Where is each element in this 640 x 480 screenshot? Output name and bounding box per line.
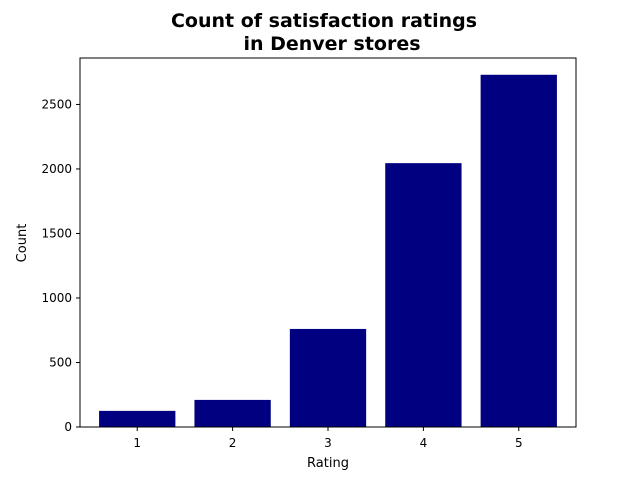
- bar-rating-5: [480, 74, 557, 427]
- y-tick-label: 2000: [41, 162, 72, 176]
- bar-rating-3: [289, 328, 367, 427]
- y-tick-label: 500: [49, 355, 72, 369]
- y-tick-label: 0: [64, 420, 72, 434]
- x-axis-ticks: 1 2 3 4 5: [133, 427, 523, 450]
- x-tick-label: 4: [420, 436, 428, 450]
- y-tick-label: 1500: [41, 226, 72, 240]
- y-axis-label: Count: [15, 224, 30, 263]
- chart-title-line-1: Count of satisfaction ratings: [171, 10, 477, 32]
- y-tick-label: 1000: [41, 291, 72, 305]
- x-axis-label: Rating: [307, 456, 349, 471]
- bar-rating-1: [99, 410, 176, 427]
- bar-rating-4: [385, 163, 462, 427]
- plot-frame: [79, 57, 577, 428]
- chart-title-line-2: in Denver stores: [243, 33, 420, 55]
- bar-rating-2: [194, 399, 271, 427]
- bars-group: [99, 74, 557, 427]
- x-tick-label: 1: [133, 436, 141, 450]
- x-tick-label: 5: [515, 436, 523, 450]
- x-tick-label: 3: [324, 436, 332, 450]
- y-axis-ticks: 0 500 1000 1500 2000 2500: [41, 97, 80, 434]
- y-tick-label: 2500: [41, 97, 72, 111]
- x-tick-label: 2: [229, 436, 237, 450]
